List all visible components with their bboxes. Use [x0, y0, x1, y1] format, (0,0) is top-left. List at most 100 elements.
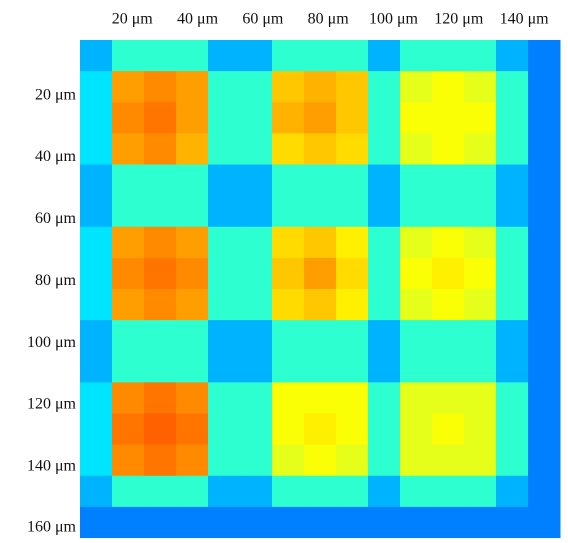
heatmap-cell — [496, 382, 529, 414]
heatmap-cell — [368, 196, 401, 228]
heatmap-cell — [368, 102, 401, 134]
heatmap-cell — [208, 351, 241, 383]
heatmap-cell — [432, 71, 465, 103]
heatmap-cell — [80, 102, 113, 134]
heatmap-cell — [112, 227, 145, 259]
heatmap-cell — [368, 289, 401, 321]
heatmap-cell — [464, 133, 497, 165]
heatmap-cell — [272, 507, 305, 538]
heatmap-cell — [176, 382, 209, 414]
heatmap-cell — [208, 165, 241, 197]
heatmap-cell — [208, 289, 241, 321]
x-tick-label: 40 μm — [177, 11, 219, 28]
heatmap-cell — [144, 258, 177, 290]
heatmap-cell — [272, 102, 305, 134]
heatmap-cell — [304, 289, 337, 321]
heatmap-cell — [272, 40, 305, 72]
heatmap-cell — [400, 414, 433, 446]
x-tick-label: 120 μm — [434, 11, 484, 28]
heatmap-cell — [240, 102, 273, 134]
heatmap-cell — [80, 258, 113, 290]
heatmap-cell — [304, 165, 337, 197]
heatmap-cell — [272, 320, 305, 352]
heatmap-cell — [432, 476, 465, 508]
heatmap-cell — [496, 227, 529, 259]
heatmap-cell — [304, 40, 337, 72]
heatmap-cell — [528, 414, 561, 446]
heatmap-cell — [432, 289, 465, 321]
heatmap-cell — [80, 227, 113, 259]
heatmap-cell — [208, 227, 241, 259]
heatmap-cell — [304, 133, 337, 165]
heatmap-cell — [240, 165, 273, 197]
heatmap-cell — [432, 320, 465, 352]
heatmap-cell — [176, 414, 209, 446]
heatmap-cell — [432, 414, 465, 446]
heatmap-cell — [336, 382, 369, 414]
heatmap-cell — [80, 414, 113, 446]
heatmap-cell — [112, 133, 145, 165]
heatmap-cell — [464, 165, 497, 197]
heatmap-cell — [208, 445, 241, 477]
heatmap-cell — [240, 382, 273, 414]
heatmap-cell — [304, 227, 337, 259]
heatmap-cell — [272, 445, 305, 477]
heatmap-cell — [496, 133, 529, 165]
y-tick-label: 20 μm — [35, 86, 77, 103]
heatmap-cell — [176, 196, 209, 228]
heatmap-cell — [240, 320, 273, 352]
heatmap-cell — [176, 165, 209, 197]
heatmap-cell — [336, 507, 369, 538]
heatmap-cell — [464, 102, 497, 134]
heatmap-cell — [144, 507, 177, 538]
heatmap-cell — [272, 382, 305, 414]
heatmap-cell — [80, 351, 113, 383]
heatmap-cell — [432, 507, 465, 538]
heatmap-cell — [464, 227, 497, 259]
heatmap-cell — [464, 71, 497, 103]
heatmap-cell — [432, 40, 465, 72]
heatmap-cell — [400, 40, 433, 72]
heatmap-cell — [208, 258, 241, 290]
heatmap-cell — [240, 227, 273, 259]
heatmap-cell — [336, 133, 369, 165]
y-tick-label: 140 μm — [27, 458, 77, 475]
y-tick-label: 80 μm — [35, 272, 77, 289]
heatmap-cell — [336, 227, 369, 259]
heatmap-cell — [112, 507, 145, 538]
heatmap-cell — [176, 227, 209, 259]
heatmap-cell — [144, 71, 177, 103]
heatmap-cell — [304, 258, 337, 290]
heatmap-cell — [272, 71, 305, 103]
heatmap-cell — [272, 258, 305, 290]
heatmap-cell — [112, 102, 145, 134]
heatmap-cell — [496, 40, 529, 72]
heatmap-cell — [496, 414, 529, 446]
heatmap-cell — [304, 414, 337, 446]
heatmap-cell — [336, 351, 369, 383]
heatmap-cell — [368, 351, 401, 383]
heatmap-cell — [272, 289, 305, 321]
heatmap-cell — [112, 320, 145, 352]
heatmap-cell — [336, 71, 369, 103]
heatmap-cell — [208, 507, 241, 538]
heatmap-cell — [432, 227, 465, 259]
heatmap-cell — [80, 40, 113, 72]
heatmap-cell — [368, 320, 401, 352]
heatmap-cell — [240, 351, 273, 383]
heatmap-cell — [272, 227, 305, 259]
heatmap-cell — [496, 507, 529, 538]
heatmap-cell — [176, 476, 209, 508]
heatmap-cell — [528, 165, 561, 197]
heatmap-cell — [464, 351, 497, 383]
heatmap-cell — [336, 476, 369, 508]
heatmap-cell — [496, 320, 529, 352]
heatmap-cell — [496, 258, 529, 290]
heatmap-cell — [496, 476, 529, 508]
heatmap-cell — [464, 507, 497, 538]
heatmap-cell — [464, 445, 497, 477]
heatmap-cell — [400, 382, 433, 414]
heatmap-cell — [528, 71, 561, 103]
heatmap-cell — [240, 507, 273, 538]
heatmap-cell — [528, 289, 561, 321]
